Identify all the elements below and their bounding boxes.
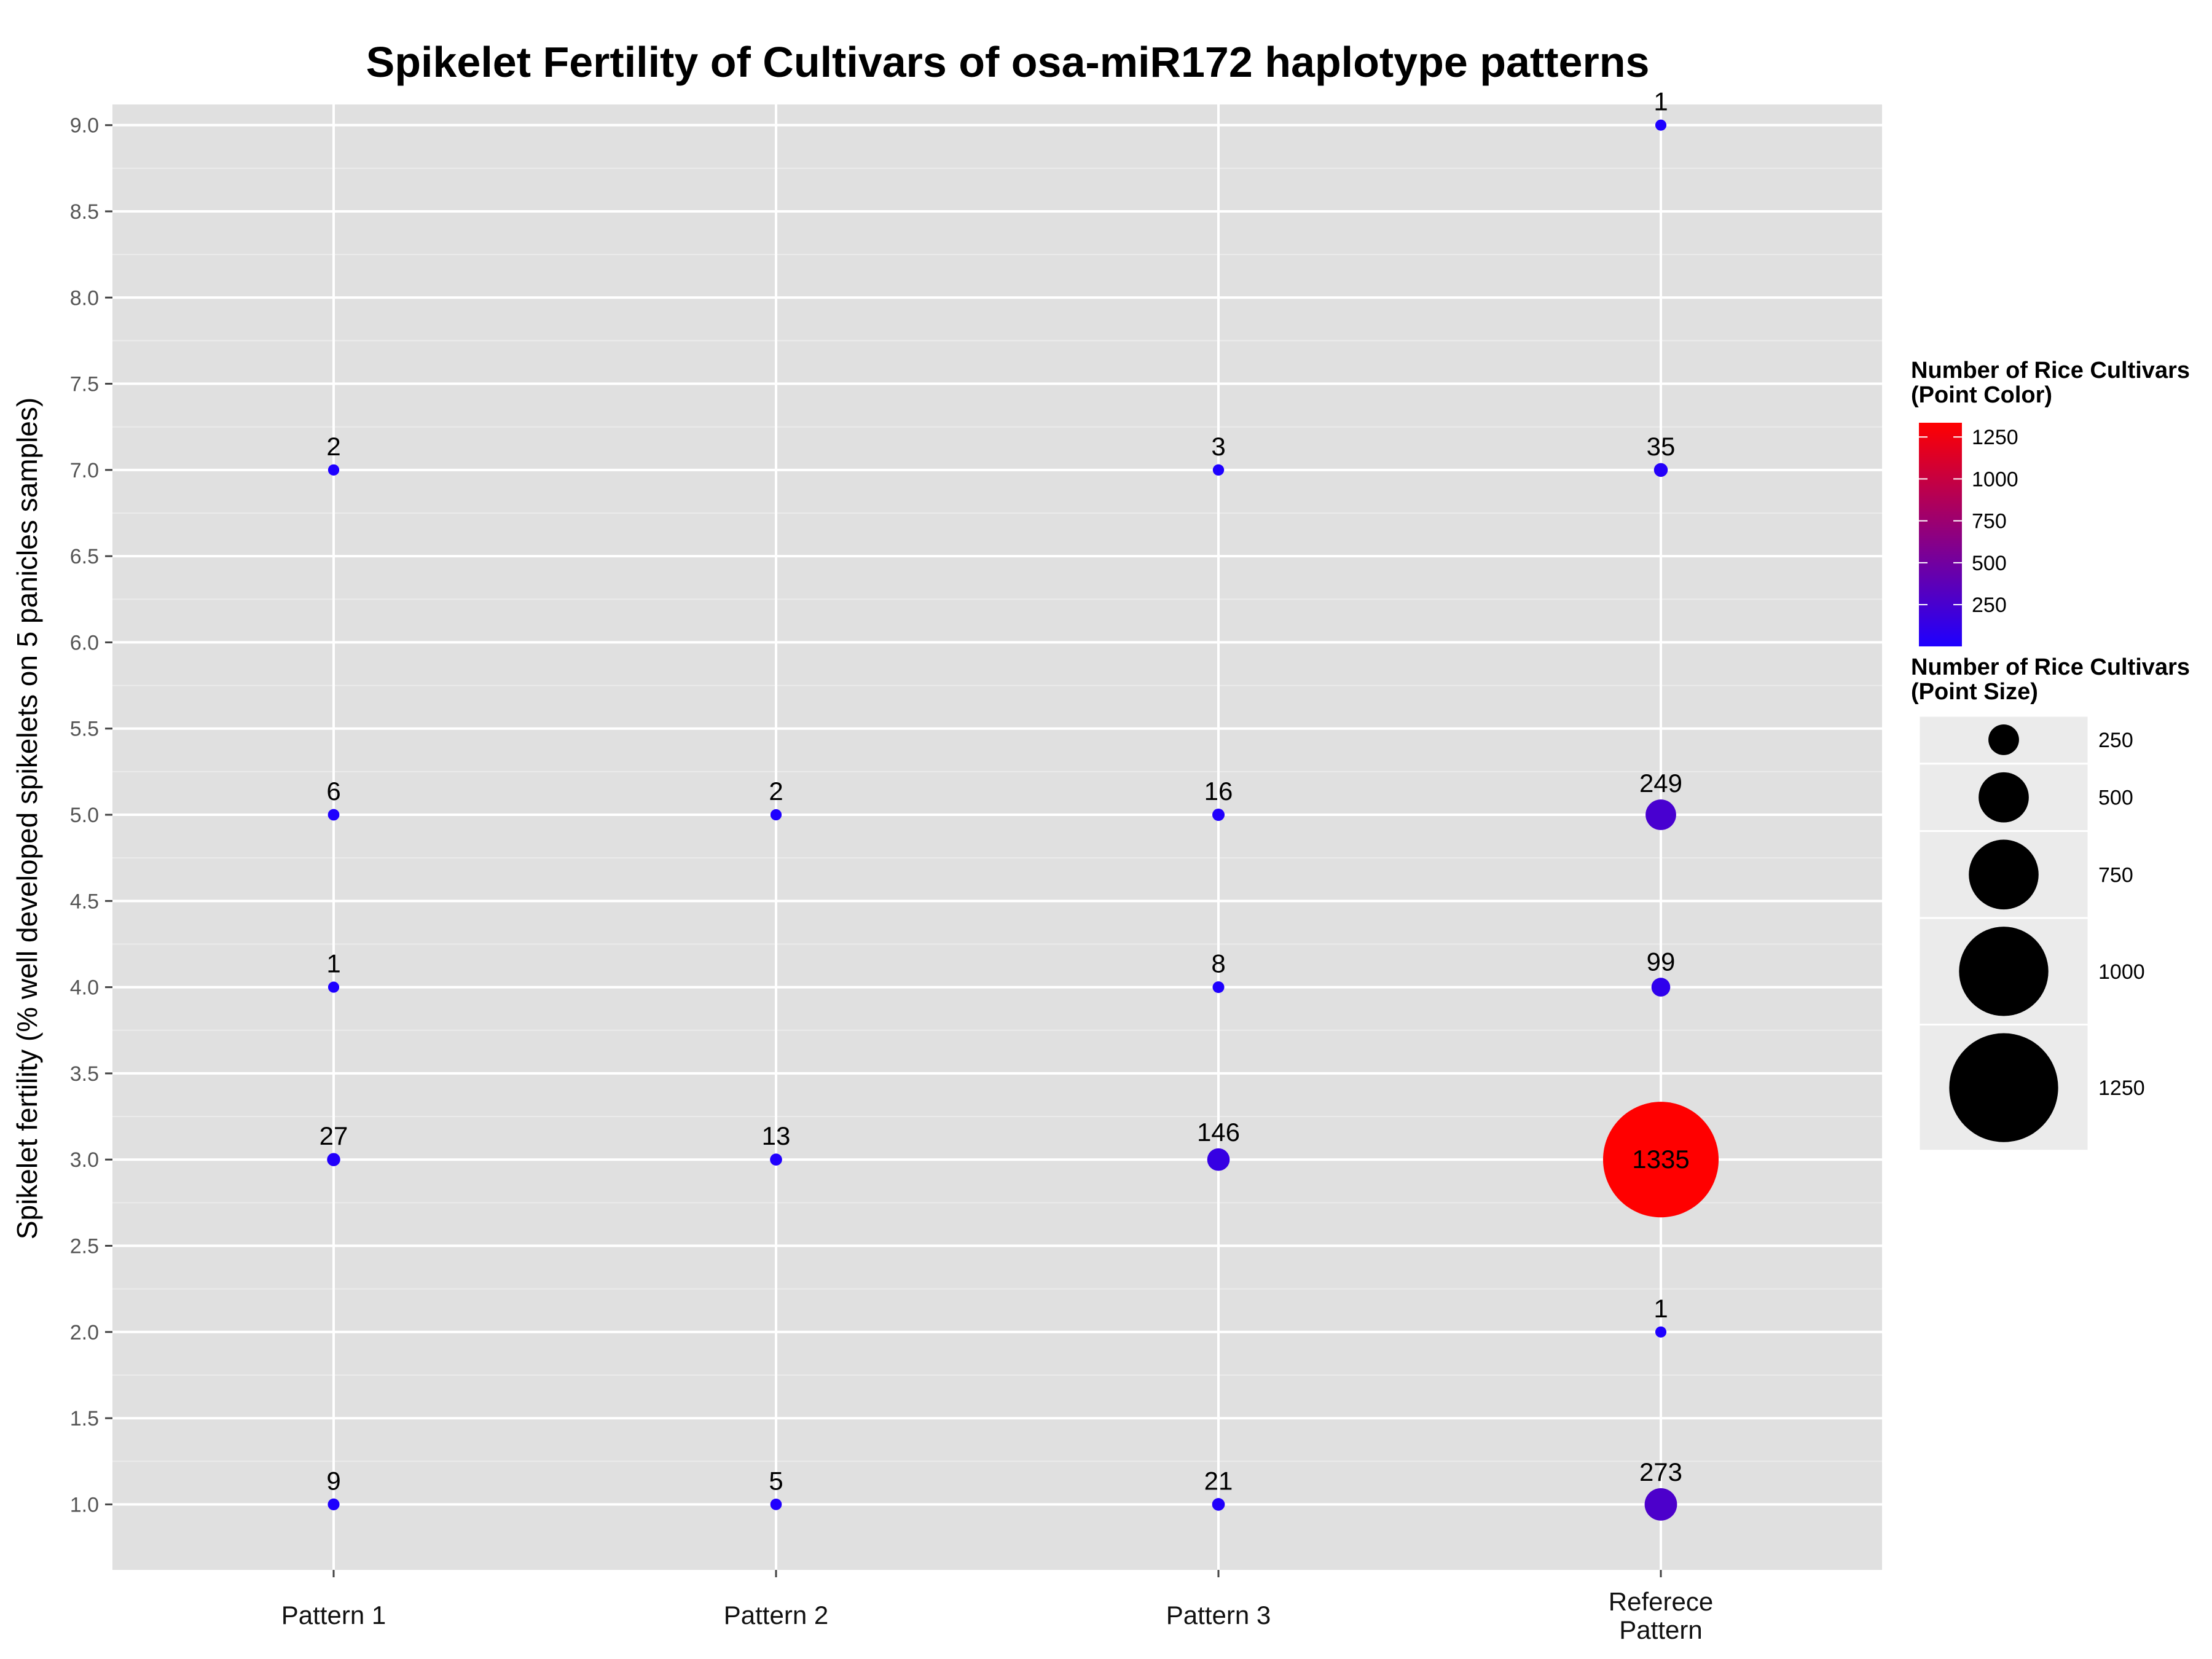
data-label: 35 xyxy=(1647,432,1676,461)
data-label: 8 xyxy=(1211,949,1225,978)
y-tick-label: 1.0 xyxy=(70,1493,99,1516)
gridlines xyxy=(112,104,1882,1570)
color-legend-label: 250 xyxy=(1972,594,2007,617)
data-label: 3 xyxy=(1211,432,1225,461)
color-legend-label: 1250 xyxy=(1972,426,2018,449)
data-point xyxy=(1644,1488,1677,1521)
data-label: 99 xyxy=(1647,947,1676,976)
data-label: 273 xyxy=(1639,1457,1682,1486)
data-point xyxy=(327,981,340,993)
size-legend-circle xyxy=(1988,724,2019,755)
y-tick-label: 2.5 xyxy=(70,1234,99,1258)
size-legend-circle xyxy=(1969,839,2039,910)
x-tick-label: Pattern 1 xyxy=(281,1601,386,1630)
data-point xyxy=(1212,464,1225,476)
data-point xyxy=(1602,1102,1719,1218)
data-point xyxy=(327,1498,340,1510)
color-legend-bar xyxy=(1919,423,1962,646)
y-tick-label: 4.0 xyxy=(70,976,99,1000)
data-point xyxy=(1651,978,1671,997)
color-legend-label: 1000 xyxy=(1972,468,2018,491)
y-tick-label: 4.5 xyxy=(70,890,99,913)
data-label: 6 xyxy=(326,777,340,806)
size-legend: Number of Rice Cultivars (Point Size) 250 5… xyxy=(1911,654,2190,1152)
data-point xyxy=(1212,981,1225,994)
color-legend-title: Number of Rice Cultivars (Point Color) xyxy=(1911,358,2190,408)
x-tick-label: Pattern 2 xyxy=(724,1601,828,1630)
data-point xyxy=(770,1499,782,1510)
data-point xyxy=(1212,1498,1225,1511)
color-legend: Number of Rice Cultivars (Point Color) 125… xyxy=(1911,358,2190,646)
x-axis: Pattern 1 Pattern 2 Pattern 3 Referece Patte… xyxy=(281,1570,1713,1644)
data-label: 21 xyxy=(1204,1466,1233,1495)
size-legend-title: Number of Rice Cultivars (Point Size) xyxy=(1911,654,2190,705)
data-label: 9 xyxy=(326,1466,340,1495)
y-tick-label: 1.5 xyxy=(70,1407,99,1430)
size-legend-circle xyxy=(1949,1033,2058,1142)
plot-panel xyxy=(112,104,1882,1570)
data-point xyxy=(1645,799,1676,830)
data-point xyxy=(1655,1326,1667,1338)
y-tick-label: 5.0 xyxy=(70,804,99,827)
data-point xyxy=(327,809,340,821)
data-label: 13 xyxy=(762,1121,791,1150)
y-tick-label: 8.0 xyxy=(70,286,99,310)
data-label: 1 xyxy=(326,949,340,978)
data-label: 1 xyxy=(1653,1294,1668,1323)
y-tick-label: 5.5 xyxy=(70,718,99,741)
data-point xyxy=(770,809,782,821)
data-point xyxy=(770,1153,782,1166)
data-label: 146 xyxy=(1197,1118,1240,1147)
size-legend-label: 750 xyxy=(2098,863,2133,887)
data-points xyxy=(327,119,1719,1521)
data-label: 1335 xyxy=(1632,1145,1689,1174)
y-tick-label: 3.0 xyxy=(70,1148,99,1172)
size-legend-label: 250 xyxy=(2098,729,2133,752)
y-tick-label: 3.5 xyxy=(70,1062,99,1086)
data-label: 249 xyxy=(1639,769,1682,798)
data-label: 16 xyxy=(1204,777,1233,806)
x-tick-label: Pattern 3 xyxy=(1166,1601,1271,1630)
y-tick-label: 2.0 xyxy=(70,1321,99,1344)
data-point xyxy=(327,464,340,476)
color-legend-label: 750 xyxy=(1972,510,2007,533)
data-label: 2 xyxy=(769,777,783,806)
y-tick-label: 7.5 xyxy=(70,373,99,396)
panel-background xyxy=(112,104,1882,1570)
y-axis: 1.0 1.5 2.0 2.5 3.0 3.5 4.0 4.5 5.0 5.5 6.0 6.5 7.0 7… xyxy=(70,114,112,1516)
data-point xyxy=(327,1153,340,1166)
chart-title: Spikelet Fertility of Cultivars of osa-m… xyxy=(366,38,1650,86)
data-point xyxy=(1207,1148,1230,1171)
color-legend-label: 500 xyxy=(1972,552,2007,575)
y-tick-label: 9.0 xyxy=(70,114,99,138)
size-legend-circle xyxy=(1959,927,2049,1016)
data-label: 1 xyxy=(1653,87,1668,116)
size-legend-label: 1000 xyxy=(2098,960,2145,984)
y-tick-label: 6.5 xyxy=(70,545,99,568)
size-legend-circle xyxy=(1979,772,2029,823)
size-legend-label: 500 xyxy=(2098,786,2133,810)
data-point xyxy=(1655,119,1667,131)
y-axis-label: Spikelet fertility (% well developed spi… xyxy=(11,398,43,1239)
data-label: 5 xyxy=(769,1466,783,1495)
data-point xyxy=(1212,809,1225,822)
y-tick-label: 6.0 xyxy=(70,631,99,654)
data-label: 27 xyxy=(320,1121,348,1150)
size-legend-label: 1250 xyxy=(2098,1077,2145,1100)
data-label: 2 xyxy=(326,432,340,461)
y-tick-label: 8.5 xyxy=(70,200,99,224)
y-tick-label: 7.0 xyxy=(70,459,99,482)
data-point xyxy=(1653,463,1668,477)
x-tick-label: Referece Pattern xyxy=(1609,1587,1713,1644)
